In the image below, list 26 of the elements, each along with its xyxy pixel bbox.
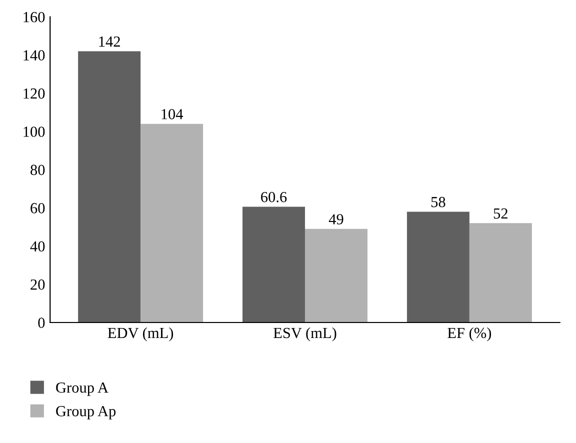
data-label: 60.6 — [261, 192, 287, 202]
y-tick-label: 160 — [24, 12, 45, 22]
bar — [406, 212, 470, 323]
y-tick-label: 140 — [24, 50, 45, 60]
x-tick-label: ESV (mL) — [274, 327, 336, 342]
y-tick-label: 0 — [38, 318, 45, 328]
x-tick-label: EF (%) — [448, 327, 492, 342]
bar — [242, 206, 305, 323]
y-tick-label: 100 — [24, 126, 45, 137]
x-tick-label: EDV (mL) — [108, 327, 174, 342]
data-label: 58 — [431, 196, 446, 208]
data-label: 142 — [99, 36, 120, 47]
data-label: 104 — [162, 109, 184, 120]
y-tick-label: 60 — [30, 203, 45, 214]
legend-label: Group A — [56, 382, 108, 396]
y-tick-label: 40 — [30, 241, 45, 252]
data-label: 49 — [328, 214, 344, 224]
y-tick-label: 20 — [30, 279, 45, 290]
bar — [78, 51, 141, 323]
bar — [140, 124, 204, 323]
y-tick-label: 80 — [30, 164, 45, 176]
data-label: 52 — [494, 208, 508, 219]
bar — [469, 223, 532, 323]
legend-label: Group Ap — [56, 406, 116, 420]
y-tick-label: 120 — [24, 88, 45, 99]
bar — [304, 228, 368, 323]
